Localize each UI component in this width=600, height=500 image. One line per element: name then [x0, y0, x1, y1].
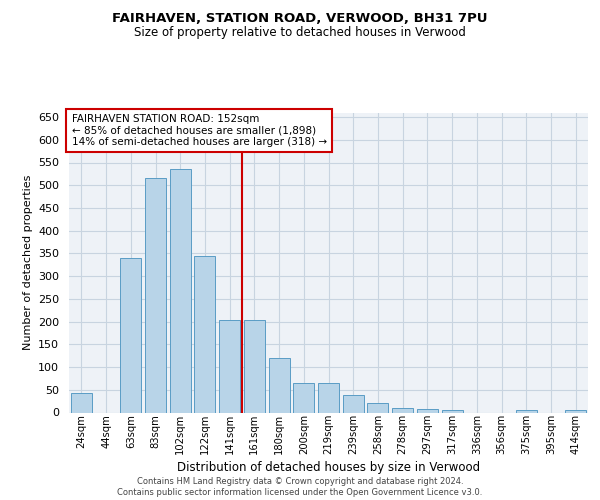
- Text: Contains public sector information licensed under the Open Government Licence v3: Contains public sector information licen…: [118, 488, 482, 497]
- Bar: [442, 410, 463, 412]
- Bar: [145, 178, 166, 412]
- Bar: [516, 410, 537, 412]
- Bar: [417, 409, 438, 412]
- Bar: [269, 358, 290, 412]
- Bar: [343, 395, 364, 412]
- Text: Contains HM Land Registry data © Crown copyright and database right 2024.: Contains HM Land Registry data © Crown c…: [137, 476, 463, 486]
- Y-axis label: Number of detached properties: Number of detached properties: [23, 175, 32, 350]
- Bar: [293, 383, 314, 412]
- Bar: [318, 383, 339, 412]
- Text: Size of property relative to detached houses in Verwood: Size of property relative to detached ho…: [134, 26, 466, 39]
- X-axis label: Distribution of detached houses by size in Verwood: Distribution of detached houses by size …: [177, 461, 480, 474]
- Bar: [120, 258, 141, 412]
- Bar: [219, 320, 240, 412]
- Text: FAIRHAVEN STATION ROAD: 152sqm
← 85% of detached houses are smaller (1,898)
14% : FAIRHAVEN STATION ROAD: 152sqm ← 85% of …: [71, 114, 327, 147]
- Bar: [194, 256, 215, 412]
- Bar: [170, 170, 191, 412]
- Bar: [244, 320, 265, 412]
- Bar: [367, 404, 388, 412]
- Bar: [392, 408, 413, 412]
- Bar: [71, 394, 92, 412]
- Text: FAIRHAVEN, STATION ROAD, VERWOOD, BH31 7PU: FAIRHAVEN, STATION ROAD, VERWOOD, BH31 7…: [112, 12, 488, 26]
- Bar: [565, 410, 586, 412]
